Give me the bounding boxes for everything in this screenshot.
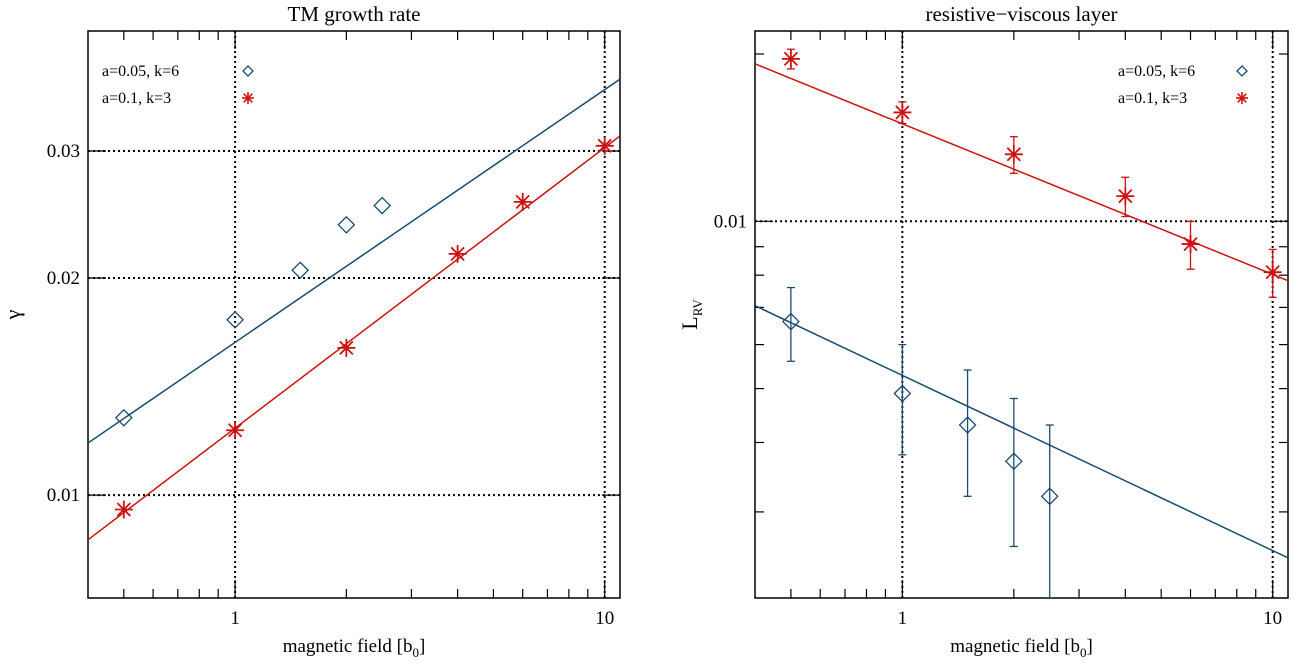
y-tick-label: 0.01 [714,211,747,232]
data-point [226,310,245,329]
data-point [595,136,614,155]
plot-frame [87,30,621,599]
data-point [1263,263,1282,282]
y-axis-label-sub: RV [690,299,705,317]
data-point-stroke [1265,265,1280,280]
x-tick-label: 10 [595,608,614,629]
data-point-stroke [895,105,910,120]
y-tick-label: 0.02 [47,268,80,289]
data-point [337,338,356,357]
plot-area [755,48,1288,598]
series-2 [88,135,620,541]
data-point [1040,487,1059,506]
x-axis-label-tail: ] [419,636,425,657]
data-point [1116,187,1135,206]
y-axis-label: LRV [677,299,705,330]
legend-marker [1236,65,1248,77]
x-axis-label: magnetic field [b0] [950,636,1093,660]
data-point [958,416,977,434]
data-point-stroke [339,340,354,355]
data-point-stroke [116,502,131,517]
chart-1: 1 10 0.01 0.02 0.03 TM growth rate magnetic fi… [0,2,621,660]
data-point-stroke [597,138,612,153]
x-axis-label-main: magnetic field [b [950,636,1080,657]
chart-2: 1 10 0.01 resistive−viscous layer magnetic f… [677,2,1289,660]
data-point [781,312,800,331]
x-tick-label: 1 [230,608,240,629]
data-point [781,49,800,68]
data-point [1004,452,1023,471]
series-1 [755,286,1288,598]
data-point-stroke [1183,236,1198,252]
fit-line [755,305,1288,559]
data-point-stroke [450,246,465,261]
series-2 [755,48,1288,298]
data-point-stroke [1006,147,1021,162]
legend-marker [242,65,254,77]
legend-label: a=0.05, k=6 [1118,63,1195,80]
legend: a=0.05, k=6 a=0.1, k=3 [102,63,254,107]
x-axis-label-main: magnetic field [b [283,636,413,657]
y-axis-label: γ [0,309,25,320]
data-point [226,421,245,440]
y-tick-label: 0.01 [47,485,80,506]
chart-title: resistive−viscous layer [925,2,1117,26]
data-point [893,384,912,403]
legend-marker-stroke [243,93,253,103]
data-point [114,408,133,427]
fit-line [88,78,620,444]
data-point [373,196,392,215]
y-axis-label-main: L [677,316,702,329]
x-axis-label: magnetic field [b0] [283,636,426,660]
data-point [114,500,133,519]
legend-label: a=0.05, k=6 [102,63,179,80]
data-point [893,103,912,122]
data-point-stroke [1118,189,1133,204]
legend: a=0.05, k=6 a=0.1, k=3 [1118,63,1248,107]
data-point [448,244,467,263]
data-point-stroke [783,51,799,66]
plot-frame [754,30,1289,599]
legend-label: a=0.1, k=3 [102,90,171,107]
x-tick-label: 1 [898,608,908,629]
legend-marker-stroke [1237,93,1247,103]
x-tick-label: 10 [1263,608,1282,629]
legend-marker [1236,92,1248,104]
data-point [1004,145,1023,164]
plot-area [88,78,620,541]
x-axis-label-sub: 0 [412,645,419,660]
data-point [1181,235,1200,254]
data-point-stroke [227,423,243,438]
y-tick-label: 0.03 [47,141,80,162]
chart-title: TM growth rate [288,2,421,26]
x-axis-label-sub: 0 [1080,645,1087,660]
data-point-stroke [515,194,530,209]
y-axis-label-main: γ [0,309,25,320]
data-point [337,215,356,234]
x-axis-label-tail: ] [1086,636,1092,657]
series-1 [88,78,620,444]
data-point [291,261,310,280]
fit-line [88,135,620,541]
data-point [513,192,532,211]
legend-label: a=0.1, k=3 [1118,90,1187,107]
fit-line [755,63,1288,282]
legend-marker [242,92,254,104]
